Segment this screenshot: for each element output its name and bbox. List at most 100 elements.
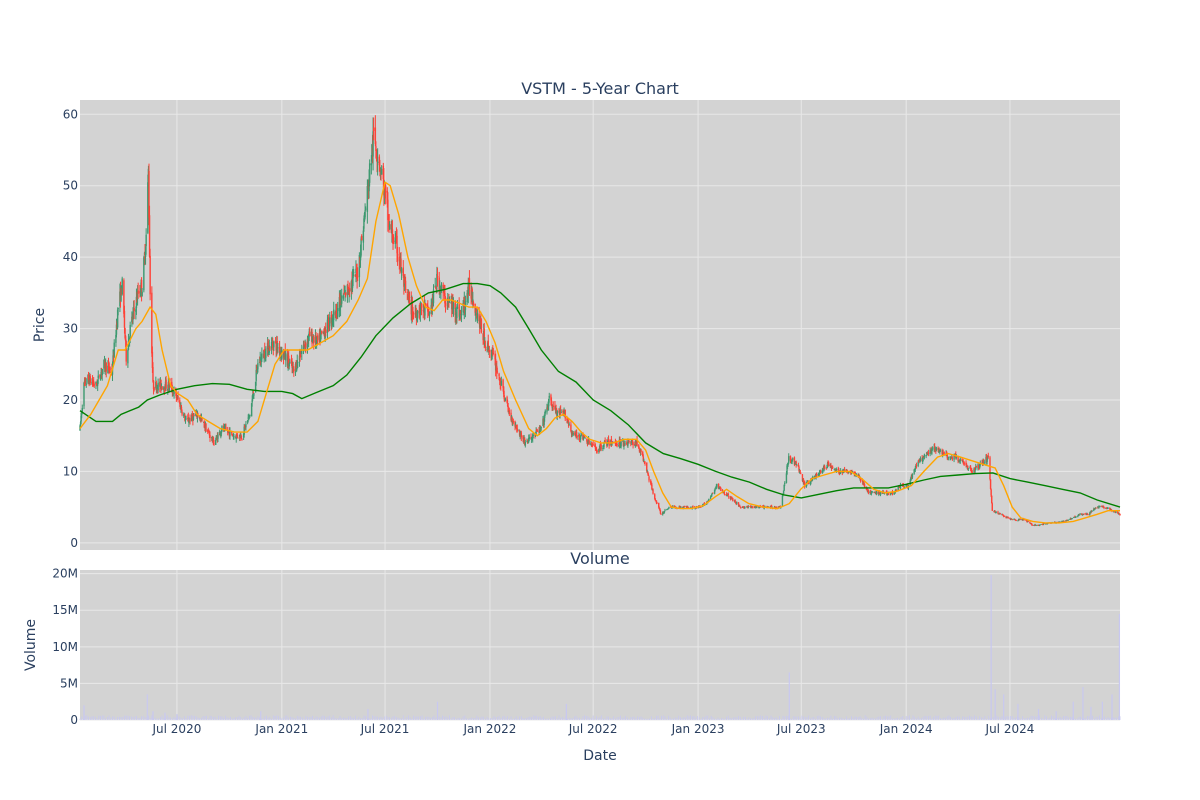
volume-bar [449, 715, 450, 720]
candle-body [439, 284, 441, 291]
candle-body [539, 427, 541, 428]
candle-body [927, 452, 930, 455]
volume-bar [1095, 716, 1097, 720]
candle-body [758, 507, 760, 509]
candle-body [301, 349, 303, 354]
volume-bar [500, 717, 502, 720]
x-tick-label: Jul 2024 [985, 722, 1035, 736]
candle-body [971, 471, 974, 473]
candle-body [83, 380, 86, 383]
candle-body [576, 436, 578, 438]
candle-body [551, 406, 554, 409]
volume-bar [113, 716, 115, 720]
volume-bar [738, 715, 739, 720]
candle-body [658, 507, 660, 509]
volume-bar [447, 717, 449, 720]
candle-body [388, 224, 391, 230]
volume-bar [1022, 716, 1023, 720]
candle-body [891, 491, 894, 495]
candle-body [392, 240, 395, 243]
volume-bar [823, 718, 825, 720]
candle-body [93, 384, 95, 386]
candle-body [161, 386, 163, 390]
candle-body [951, 457, 954, 460]
candle-body [953, 455, 955, 460]
volume-bar [272, 715, 274, 720]
volume-bar [183, 716, 185, 720]
candle-body [532, 434, 534, 439]
volume-bar [1111, 694, 1113, 720]
candle-body [691, 506, 694, 509]
volume-bar [88, 716, 89, 720]
candle-body [898, 486, 901, 488]
volume-bar [721, 717, 722, 720]
volume-bar [611, 718, 613, 720]
candle-body [184, 419, 187, 421]
volume-bar [977, 718, 979, 720]
candle-body [855, 473, 858, 475]
volume-bar [402, 715, 404, 720]
candle-body [1085, 513, 1087, 515]
candle-body [684, 506, 686, 507]
candle-body [623, 443, 626, 445]
volume-bar [1008, 716, 1010, 720]
candle-body [794, 462, 796, 465]
candle-body [136, 290, 139, 300]
volume-bar [409, 717, 411, 720]
volume-bar [1085, 717, 1087, 720]
candle-body [115, 334, 117, 343]
candle-body [878, 491, 881, 495]
volume-bar [917, 716, 919, 720]
candle-body [720, 487, 722, 491]
candle-body [105, 362, 107, 372]
volume-bar [678, 715, 680, 720]
candle-body [835, 469, 838, 472]
candle-body [516, 428, 519, 431]
candle-body [180, 406, 183, 411]
volume-bar [358, 716, 360, 720]
volume-bar [881, 718, 883, 720]
volume-bar [115, 718, 117, 720]
volume-bar [662, 715, 664, 720]
volume-bar [325, 717, 327, 720]
candle-body [1074, 517, 1077, 518]
candle-body [578, 435, 581, 439]
candle-body [344, 289, 346, 294]
volume-bar [1055, 711, 1057, 720]
candle-body [830, 468, 833, 469]
volume-bar [916, 718, 917, 720]
ma50-line [79, 180, 1120, 524]
volume-bar [206, 715, 207, 720]
volume-bar [746, 718, 748, 720]
candle-body [659, 510, 662, 514]
candle-body [559, 409, 562, 414]
candle-body [392, 242, 394, 244]
candle-body [651, 484, 653, 490]
volume-bar [278, 715, 279, 720]
candle-body [711, 493, 714, 494]
volume-bar [972, 716, 974, 720]
candle-body [116, 309, 119, 328]
volume-bar [695, 717, 697, 720]
candle-body [713, 489, 716, 494]
candle-body [99, 374, 101, 378]
volume-bar [503, 715, 505, 720]
volume-bar [786, 715, 787, 720]
volume-bar [645, 718, 647, 720]
candle-body [252, 394, 254, 399]
candle-body [594, 445, 597, 449]
volume-bar [332, 715, 334, 720]
volume-bar [450, 718, 452, 720]
volume-y-tick-label: 15M [52, 603, 78, 617]
candle-body [149, 255, 151, 295]
candle-body [364, 208, 367, 210]
candle-body [583, 434, 585, 436]
candle-body [415, 312, 418, 318]
candle-body [524, 441, 527, 446]
volume-bar [700, 718, 702, 720]
candle-body [1017, 520, 1019, 522]
candle-body [375, 146, 377, 152]
candle-body [1075, 516, 1077, 518]
candle-body [386, 190, 389, 204]
volume-bar [1066, 715, 1068, 720]
